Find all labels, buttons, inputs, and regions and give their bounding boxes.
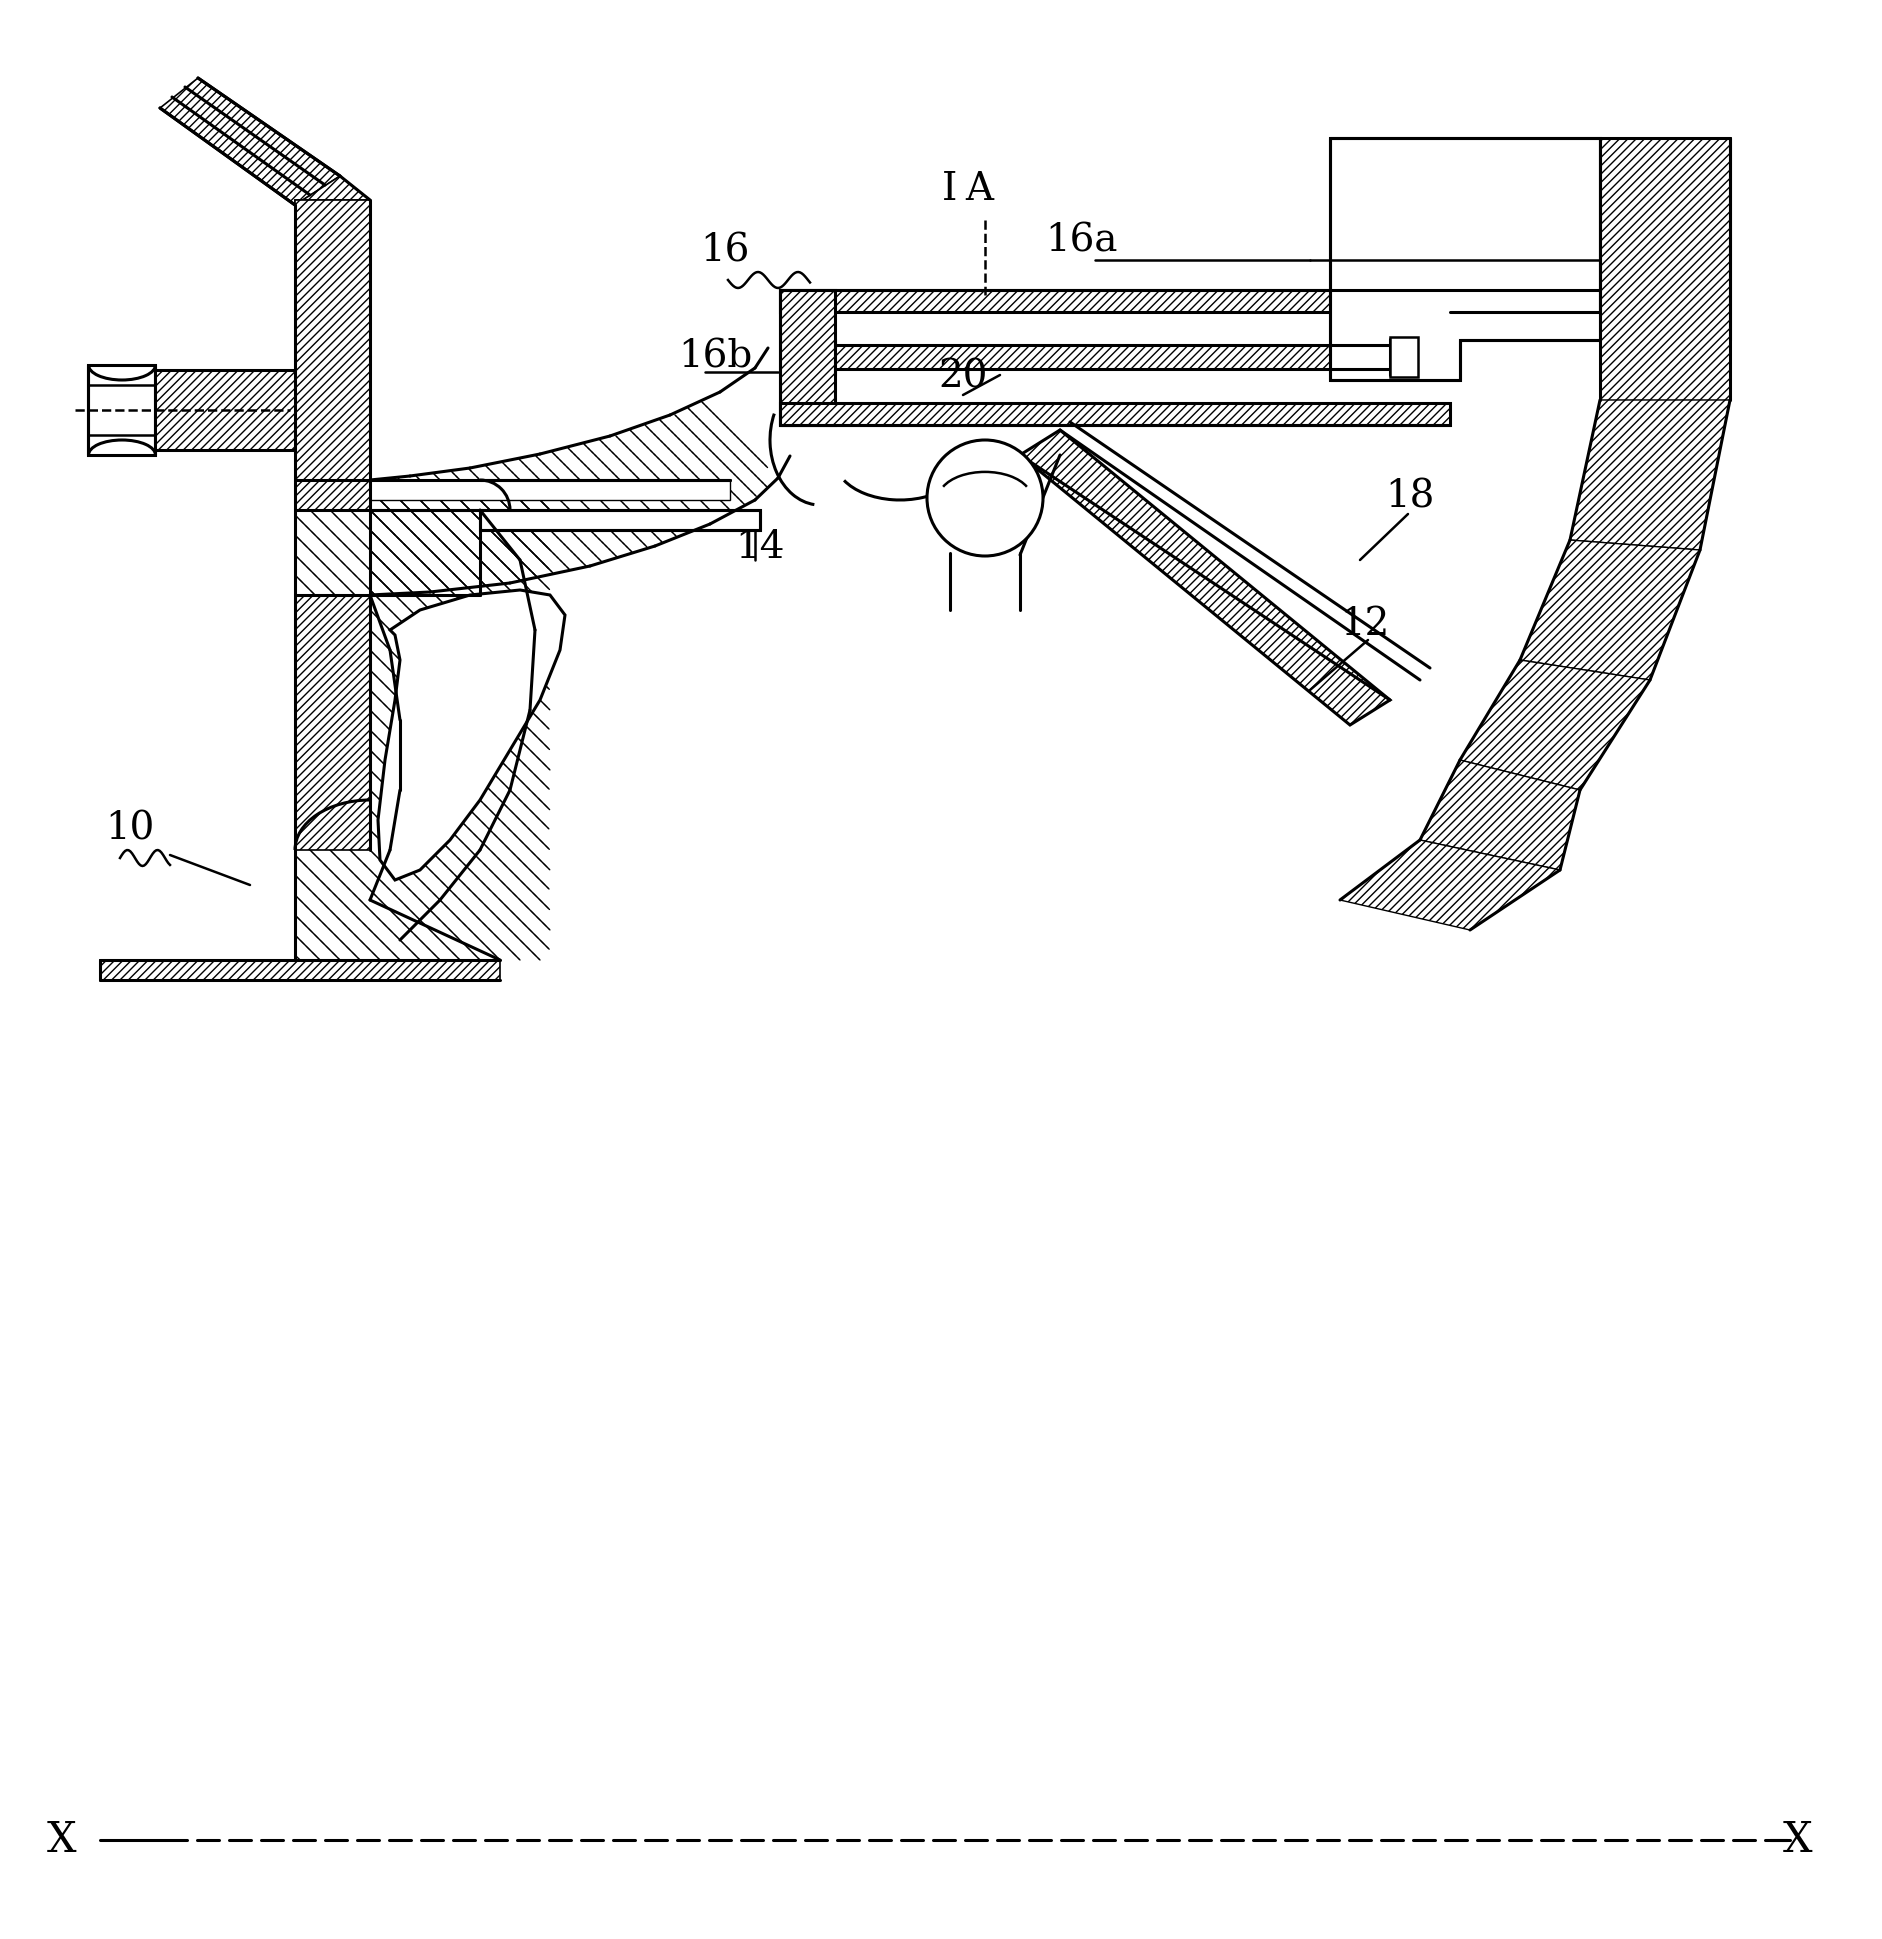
Text: 16b: 16b [678,339,751,376]
Text: 18: 18 [1385,479,1434,516]
Text: 10: 10 [105,811,154,847]
Circle shape [926,440,1043,556]
Polygon shape [378,589,565,880]
Polygon shape [88,365,154,456]
Text: X: X [47,1819,77,1861]
Polygon shape [154,370,295,450]
Bar [1389,337,1417,376]
Text: A: A [964,171,992,207]
Text: X: X [1782,1819,1812,1861]
Polygon shape [1600,138,1730,339]
Polygon shape [295,481,369,510]
Polygon shape [1570,399,1730,551]
Polygon shape [1329,138,1600,380]
Polygon shape [295,200,369,481]
Text: 16a: 16a [1045,223,1116,260]
Text: 20: 20 [937,359,986,396]
Polygon shape [834,345,1389,368]
Polygon shape [1449,291,1600,312]
Polygon shape [1340,840,1558,931]
Polygon shape [1020,430,1389,725]
Polygon shape [1519,539,1699,681]
Text: 12: 12 [1340,607,1389,644]
Text: 14: 14 [734,529,785,566]
Polygon shape [100,960,501,979]
Polygon shape [779,403,1449,425]
Polygon shape [779,291,1449,312]
Polygon shape [160,78,341,206]
Polygon shape [1459,659,1649,789]
Polygon shape [295,481,730,500]
Polygon shape [1419,760,1579,871]
Polygon shape [295,595,369,849]
Polygon shape [779,291,834,425]
Text: 16: 16 [700,233,749,270]
Polygon shape [295,176,369,206]
Text: I: I [941,171,956,207]
Polygon shape [480,510,760,529]
Polygon shape [1600,138,1730,399]
